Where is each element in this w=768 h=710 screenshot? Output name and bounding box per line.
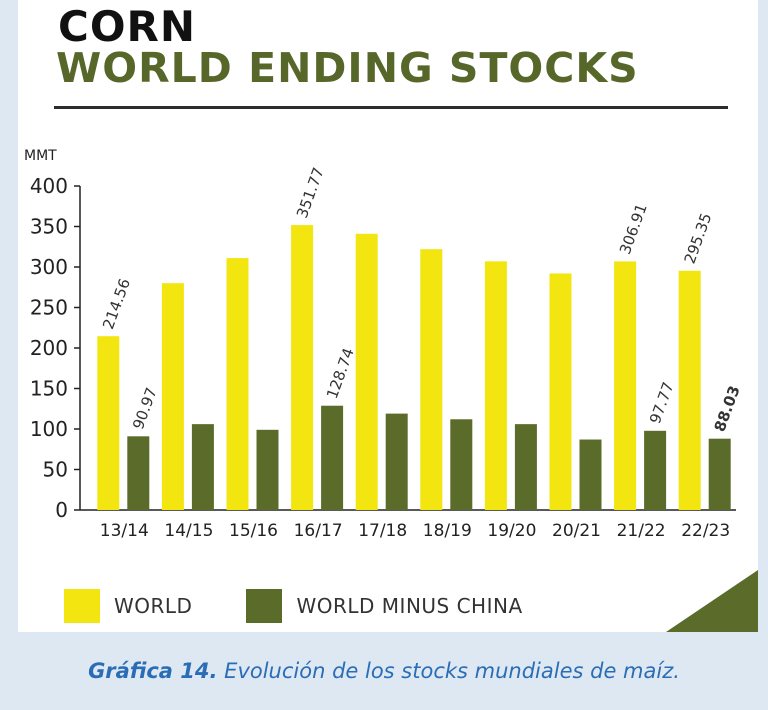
data-label: 214.56	[99, 276, 134, 331]
x-tick-label: 14/15	[164, 521, 213, 541]
bar-world	[97, 336, 120, 510]
legend-swatch-world-minus-china	[246, 589, 283, 623]
chart-subtitle: WORLD ENDING STOCKS	[56, 44, 639, 92]
legend-item-world: WORLD	[64, 589, 192, 623]
x-tick-label: 22/23	[681, 521, 730, 541]
bar-world-minus-china	[514, 424, 537, 510]
x-tick-label: 13/14	[100, 521, 149, 541]
bar-world	[614, 261, 637, 510]
bar-world	[484, 261, 507, 510]
data-label: 351.77	[293, 165, 328, 220]
y-tick-label: 0	[55, 498, 68, 522]
y-tick-label: 250	[30, 296, 68, 320]
bar-world-minus-china	[191, 424, 214, 510]
y-tick-label: 150	[30, 377, 68, 401]
data-label: 88.03	[711, 383, 744, 434]
corner-decoration	[666, 570, 758, 632]
bar-world	[291, 225, 314, 511]
y-axis-unit-label: MMT	[24, 148, 57, 164]
chart-title: CORN	[58, 2, 197, 51]
data-label: 306.91	[616, 201, 651, 256]
legend-label-world: WORLD	[114, 594, 193, 618]
x-tick-label: 15/16	[229, 521, 278, 541]
bar-world-minus-china	[385, 413, 408, 510]
bar-world	[678, 270, 701, 510]
chart-card: CORN WORLD ENDING STOCKS MMT 0 50 100 150 200…	[18, 0, 758, 632]
bar-world	[226, 258, 249, 510]
y-tick-label: 50	[43, 458, 68, 482]
x-tick-label: 18/19	[423, 521, 472, 541]
y-tick-label: 300	[30, 255, 68, 279]
bar-chart: MMT 0 50 100 150 200 250 300 350 400 214.56 90.97 13…	[24, 148, 744, 541]
legend-label-world-minus-china: WORLD MINUS CHINA	[296, 594, 523, 618]
chart-legend: WORLD WORLD MINUS CHINA	[64, 586, 577, 626]
legend-swatch-world	[64, 589, 100, 623]
y-tick-label: 100	[30, 417, 68, 441]
x-tick-label: 17/18	[358, 521, 407, 541]
bar-world	[549, 273, 572, 510]
legend-item-world-minus-china: WORLD MINUS CHINA	[246, 589, 522, 623]
data-label: 90.97	[129, 385, 161, 432]
bar-world	[420, 249, 443, 510]
bar-world-minus-china	[127, 436, 150, 510]
figure-caption: Gráfica 14. Evolución de los stocks mund…	[0, 659, 768, 683]
data-label: 97.77	[646, 380, 678, 427]
x-tick-label: 21/22	[617, 521, 666, 541]
x-tick-label: 20/21	[552, 521, 601, 541]
bar-world-minus-china	[579, 439, 602, 510]
x-tick-label: 16/17	[294, 521, 343, 541]
bar-world-minus-china	[450, 419, 473, 510]
bar-world-minus-china	[644, 430, 667, 510]
data-label: 295.35	[681, 211, 716, 266]
bar-world	[355, 233, 378, 511]
bar-world	[161, 283, 184, 510]
y-tick-label: 400	[30, 174, 68, 198]
x-tick-label: 19/20	[487, 521, 536, 541]
y-tick-label: 200	[30, 336, 68, 360]
bar-world-minus-china	[708, 438, 731, 510]
bar-world-minus-china	[256, 429, 279, 510]
bar-world-minus-china	[321, 405, 344, 510]
caption-label: Gráfica 14.	[88, 659, 218, 683]
data-label: 128.74	[323, 346, 358, 401]
title-divider	[54, 106, 728, 109]
y-tick-label: 350	[30, 215, 68, 239]
caption-text: Evolución de los stocks mundiales de maí…	[217, 659, 680, 683]
